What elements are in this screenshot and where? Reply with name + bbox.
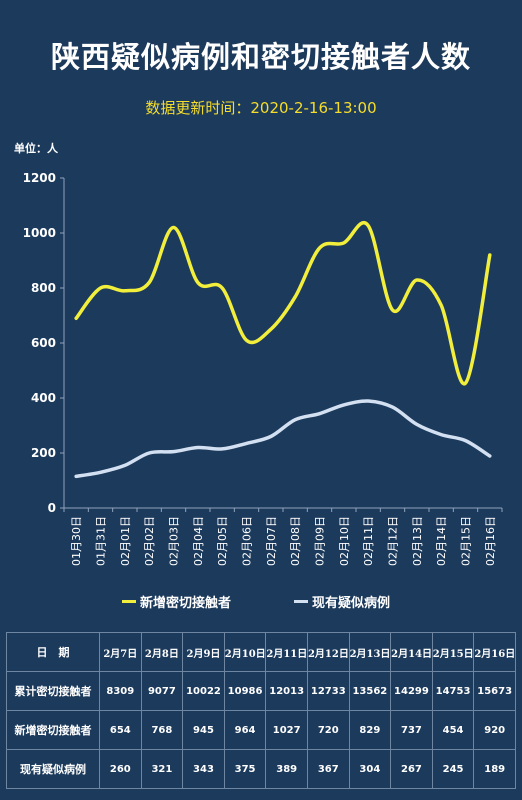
series-layer — [74, 221, 492, 479]
legend-item-suspected: 现有疑似病例 — [294, 592, 390, 611]
axes: 0 200 400 600 800 1000 1200 01月30日 01月31日 02月01日 0… — [23, 171, 503, 566]
table-cell: 13562 — [348, 671, 392, 711]
x-tick-label: 02月09日 — [314, 516, 327, 566]
table-cell: 321 — [140, 749, 184, 789]
table-cell: 14299 — [390, 671, 433, 711]
table-header-row: 日 期 2月7日 2月8日 2月9日 2月10日 2月11日 2月12日 2月13日 2月14日… — [6, 632, 516, 672]
x-tick-label: 02月15日 — [460, 516, 473, 566]
table-cell: 389 — [265, 749, 308, 789]
table-cell: 15673 — [473, 671, 516, 711]
table-cell: 343 — [182, 749, 225, 789]
table-cell: 189 — [473, 749, 516, 789]
x-tick-label: 02月06日 — [241, 516, 254, 566]
x-tick-label: 01月31日 — [95, 516, 108, 566]
x-tick-label: 02月14日 — [435, 516, 448, 566]
table-date-cell: 2月9日 — [182, 632, 225, 672]
table-row-label: 新增密切接触者 — [6, 710, 100, 750]
table-cell: 12013 — [265, 671, 308, 711]
table-cell: 737 — [390, 710, 433, 750]
series-line-suspected-cases — [74, 399, 492, 479]
table-cell: 829 — [348, 710, 392, 750]
chart-title: 陕西疑似病例和密切接触者人数 — [50, 40, 471, 74]
table-cell: 375 — [223, 749, 267, 789]
table-cell: 10986 — [223, 671, 267, 711]
y-tick-label: 600 — [31, 336, 56, 350]
data-table: 日 期 2月7日 2月8日 2月9日 2月10日 2月11日 2月12日 2月13日 2月14日… — [6, 632, 516, 789]
series-line-new-contacts — [74, 221, 492, 386]
table-cell: 245 — [431, 749, 475, 789]
x-tick-label: 02月03日 — [168, 516, 181, 566]
table-cell: 12733 — [306, 671, 350, 711]
x-tick-label: 02月13日 — [411, 516, 424, 566]
table-date-cell: 2月14日 — [390, 632, 433, 672]
x-tick-label: 02月11日 — [362, 516, 375, 566]
x-tick-label: 02月04日 — [192, 516, 205, 566]
table-cell: 920 — [473, 710, 516, 750]
legend-swatch-suspected — [294, 600, 308, 603]
legend-swatch-new-contacts — [122, 600, 136, 603]
table-date-cell: 2月8日 — [140, 632, 184, 672]
table-cell: 9077 — [140, 671, 184, 711]
table-cell: 1027 — [265, 710, 308, 750]
legend-label-new-contacts: 新增密切接触者 — [140, 596, 232, 611]
x-tick-label: 02月16日 — [484, 516, 497, 566]
table-date-cell: 2月10日 — [223, 632, 267, 672]
line-chart: 0 200 400 600 800 1000 1200 01月30日 01月31日 02月01日 0… — [23, 171, 503, 566]
table-cell: 367 — [306, 749, 350, 789]
x-tick-label: 02月12日 — [387, 516, 400, 566]
table-cell: 10022 — [182, 671, 225, 711]
table-cell: 454 — [431, 710, 475, 750]
update-time: 数据更新时间：2020-2-16-13:00 — [145, 99, 377, 117]
table-cell: 964 — [223, 710, 267, 750]
legend: 新增密切接触者 现有疑似病例 — [0, 592, 522, 612]
table-date-cell: 2月13日 — [348, 632, 392, 672]
x-tick-label: 02月01日 — [119, 516, 132, 566]
table-cell: 14753 — [431, 671, 475, 711]
table-cell: 8309 — [99, 671, 142, 711]
legend-label-suspected: 现有疑似病例 — [312, 596, 391, 611]
table-header-label: 日 期 — [6, 632, 100, 672]
x-tick-label: 02月02日 — [143, 516, 156, 566]
y-tick-label: 0 — [48, 501, 56, 515]
table-cell: 260 — [99, 749, 142, 789]
table-date-cell: 2月16日 — [473, 632, 516, 672]
table-row-label: 累计密切接触者 — [6, 671, 100, 711]
table-row: 现有疑似病例 260 321 343 375 389 367 304 267 245 189 — [6, 749, 516, 789]
table-row-label: 现有疑似病例 — [6, 749, 100, 789]
table-cell: 654 — [99, 710, 142, 750]
table-cell: 768 — [140, 710, 184, 750]
y-tick-label: 1000 — [23, 226, 56, 240]
unit-label: 单位：人 — [14, 142, 58, 155]
x-tick-label: 01月30日 — [70, 516, 83, 566]
x-tick-label: 02月08日 — [289, 516, 302, 566]
table-cell: 304 — [348, 749, 392, 789]
x-tick-label: 02月10日 — [338, 516, 351, 566]
table-row: 累计密切接触者 8309 9077 10022 10986 12013 12733 13562… — [6, 671, 516, 711]
table-date-cell: 2月11日 — [265, 632, 308, 672]
y-tick-label: 200 — [31, 446, 56, 460]
table-cell: 720 — [306, 710, 350, 750]
table-date-cell: 2月12日 — [306, 632, 350, 672]
x-tick-label: 02月05日 — [216, 516, 229, 566]
legend-item-new-contacts: 新增密切接触者 — [122, 592, 231, 611]
y-tick-label: 1200 — [23, 171, 56, 185]
table-cell: 945 — [182, 710, 225, 750]
table-cell: 267 — [390, 749, 433, 789]
x-tick-label: 02月07日 — [265, 516, 278, 566]
y-tick-label: 400 — [31, 391, 56, 405]
table-date-cell: 2月7日 — [99, 632, 142, 672]
table-date-cell: 2月15日 — [431, 632, 475, 672]
y-tick-label: 800 — [31, 281, 56, 295]
table-row: 新增密切接触者 654 768 945 964 1027 720 829 737 454 920 — [6, 710, 516, 750]
